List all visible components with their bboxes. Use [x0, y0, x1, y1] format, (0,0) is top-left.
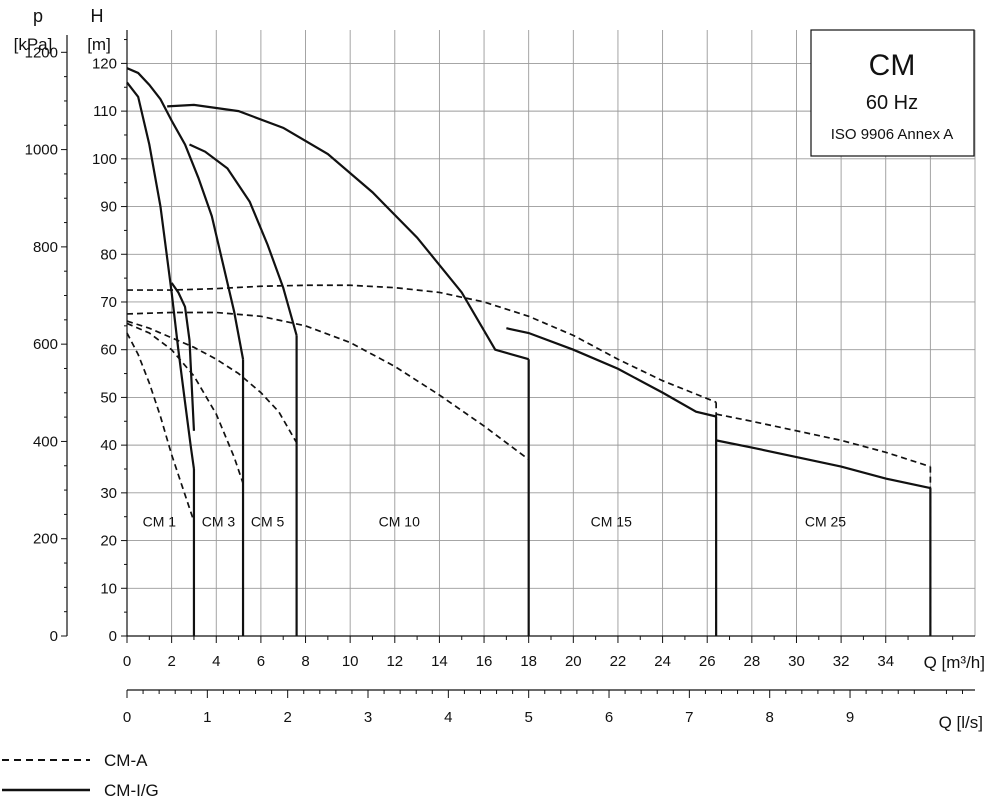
x-secondary-tick-label: 3: [364, 709, 372, 726]
series-curve: [127, 284, 717, 403]
series-curve: [126, 322, 244, 484]
x-secondary-tick-label: 4: [444, 709, 452, 726]
x-primary-tick-label: 10: [342, 653, 359, 670]
y-secondary-unit-label: [kPa]: [14, 35, 53, 54]
x-primary-tick-label: 24: [654, 653, 671, 670]
series-curve: [126, 332, 195, 522]
y-primary-tick-label: 20: [100, 533, 117, 550]
y-secondary-tick-label: 800: [33, 239, 58, 256]
x-primary-unit-label: Q [m³/h]: [924, 653, 985, 672]
zone-labels: CM 1 CM 3 CM 5 CM 10 CM 15 CM 25: [143, 513, 847, 529]
y-primary-tick-label: 10: [100, 580, 117, 597]
x-secondary-tick-label: 5: [525, 709, 533, 726]
y-primary-unit-label: [m]: [87, 35, 111, 54]
y-primary-tick-label: 100: [92, 151, 117, 168]
x-primary-tick-label: 22: [610, 653, 627, 670]
y-primary-tick-label: 40: [100, 437, 117, 454]
axes: 0102030405060708090100110120020040060080…: [25, 30, 975, 726]
series-curve: [126, 67, 245, 360]
series-curve: [506, 327, 717, 418]
y-primary-tick-label: 30: [100, 485, 117, 502]
x-primary-tick-label: 28: [743, 653, 760, 670]
y-secondary-tick-label: 1000: [25, 142, 58, 159]
x-secondary-tick-label: 0: [123, 709, 131, 726]
x-secondary-tick-label: 7: [685, 709, 693, 726]
series-curve: [126, 311, 530, 461]
y-primary-tick-label: 0: [109, 628, 117, 645]
x-secondary-tick-label: 1: [203, 709, 211, 726]
zone-label: CM 10: [379, 513, 420, 529]
chart-title: CM: [869, 49, 916, 82]
chart-standard: ISO 9906 Annex A: [831, 126, 954, 143]
y-primary-tick-label: 120: [92, 55, 117, 72]
grid-lines: [127, 30, 976, 636]
chart-subtitle: 60 Hz: [866, 92, 918, 114]
zone-label: CM 1: [143, 513, 177, 529]
series-curve: [189, 143, 298, 336]
y-secondary-top-label: p: [33, 6, 43, 26]
curves: [126, 67, 932, 636]
x-primary-tick-label: 32: [833, 653, 850, 670]
legend-label-cm-a: CM-A: [104, 751, 148, 770]
x-secondary-unit-label: Q [l/s]: [939, 713, 983, 732]
series-curve: [170, 282, 196, 431]
x-primary-tick-label: 30: [788, 653, 805, 670]
x-primary-tick-label: 8: [301, 653, 309, 670]
x-primary-tick-label: 20: [565, 653, 582, 670]
x-primary-tick-label: 4: [212, 653, 220, 670]
series-curve: [126, 81, 196, 470]
x-primary-tick-label: 14: [431, 653, 448, 670]
x-primary-tick-label: 0: [123, 653, 131, 670]
x-primary-tick-label: 34: [877, 653, 894, 670]
x-primary-tick-label: 2: [167, 653, 175, 670]
y-secondary-tick-label: 0: [50, 628, 58, 645]
zone-label: CM 25: [805, 513, 846, 529]
y-secondary-tick-label: 200: [33, 531, 58, 548]
title-box: CM 60 Hz ISO 9906 Annex A: [810, 29, 975, 157]
x-primary-tick-label: 12: [386, 653, 403, 670]
series-curve: [126, 320, 298, 444]
zone-label: CM 3: [202, 513, 236, 529]
y-primary-top-label: H: [91, 6, 104, 26]
x-secondary-tick-label: 9: [846, 709, 854, 726]
y-primary-tick-label: 80: [100, 246, 117, 263]
x-secondary-tick-label: 6: [605, 709, 613, 726]
y-primary-tick-label: 90: [100, 199, 117, 216]
series-curve: [167, 103, 529, 361]
zone-label: CM 15: [591, 513, 632, 529]
legend: CM-A CM-I/G: [2, 751, 159, 800]
x-primary-tick-label: 18: [520, 653, 537, 670]
series-curve: [715, 413, 931, 468]
y-primary-tick-label: 50: [100, 389, 117, 406]
y-secondary-tick-label: 1200: [25, 44, 58, 61]
series-curve: [715, 439, 931, 490]
y-secondary-tick-label: 400: [33, 433, 58, 450]
y-secondary-tick-label: 600: [33, 336, 58, 353]
legend-label-cm-ig: CM-I/G: [104, 781, 159, 800]
x-primary-tick-label: 16: [476, 653, 493, 670]
x-primary-tick-label: 26: [699, 653, 716, 670]
y-primary-tick-label: 60: [100, 342, 117, 359]
y-primary-tick-label: 70: [100, 294, 117, 311]
x-primary-tick-label: 6: [257, 653, 265, 670]
x-secondary-tick-label: 8: [766, 709, 774, 726]
x-secondary-tick-label: 2: [284, 709, 292, 726]
zone-label: CM 5: [251, 513, 285, 529]
y-primary-tick-label: 110: [93, 103, 117, 120]
